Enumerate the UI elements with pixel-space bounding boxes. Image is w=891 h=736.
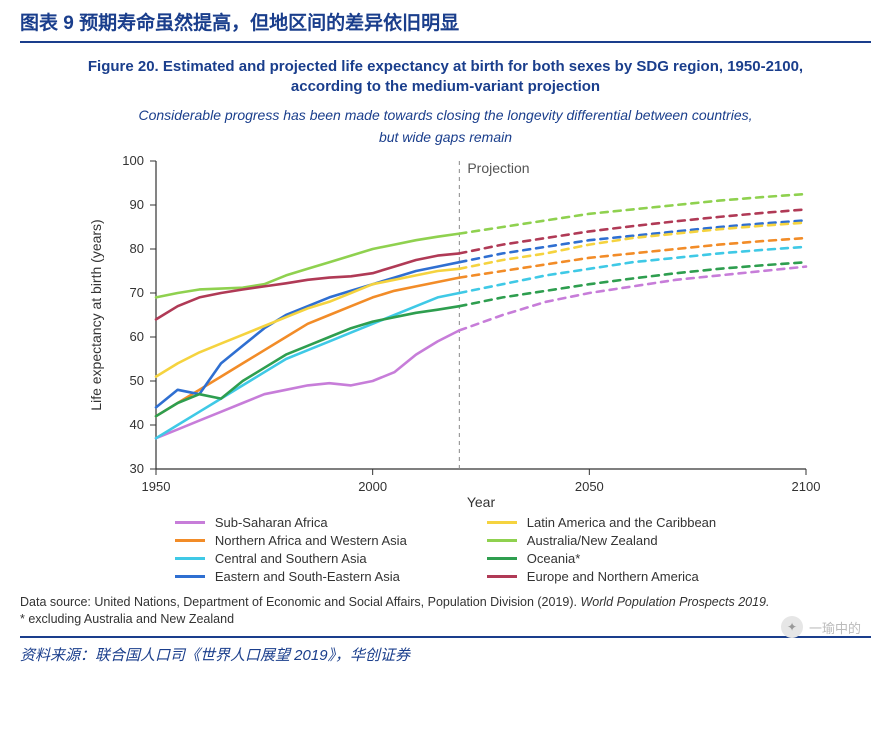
svg-text:2050: 2050 bbox=[574, 479, 603, 494]
svg-text:70: 70 bbox=[129, 285, 143, 300]
legend-swatch bbox=[175, 521, 205, 524]
legend-swatch bbox=[175, 575, 205, 578]
legend-item: Sub-Saharan Africa bbox=[175, 515, 407, 530]
legend-swatch bbox=[487, 575, 517, 578]
legend-swatch bbox=[487, 557, 517, 560]
legend-item: Europe and Northern America bbox=[487, 569, 716, 584]
data-source: Data source: United Nations, Department … bbox=[20, 594, 871, 628]
legend-item: Australia/New Zealand bbox=[487, 533, 716, 548]
legend-col-right: Latin America and the Caribbean Australia… bbox=[487, 515, 716, 584]
legend-item: Eastern and South-Eastern Asia bbox=[175, 569, 407, 584]
data-source-note: * excluding Australia and New Zealand bbox=[20, 612, 234, 626]
divider: ✦ 一瑜中的 bbox=[20, 636, 871, 638]
svg-text:1950: 1950 bbox=[141, 479, 170, 494]
legend-swatch bbox=[487, 539, 517, 542]
legend-swatch bbox=[487, 521, 517, 524]
svg-text:90: 90 bbox=[129, 197, 143, 212]
life-expectancy-chart: 30 40 50 60 70 80 90 100 1950 2000 2050 2100 Project… bbox=[66, 151, 826, 511]
legend-label: Eastern and South-Eastern Asia bbox=[215, 569, 400, 584]
svg-text:2000: 2000 bbox=[358, 479, 387, 494]
svg-text:100: 100 bbox=[122, 153, 144, 168]
svg-text:Life expectancy at birth (year: Life expectancy at birth (years) bbox=[88, 220, 104, 411]
cn-chart-title: 图表 9 预期寿命虽然提高，但地区间的差异依旧明显 bbox=[20, 0, 871, 43]
legend-label: Europe and Northern America bbox=[527, 569, 699, 584]
legend-item: Central and Southern Asia bbox=[175, 551, 407, 566]
legend-col-left: Sub-Saharan Africa Northern Africa and We… bbox=[175, 515, 407, 584]
svg-text:2100: 2100 bbox=[791, 479, 820, 494]
legend-item: Northern Africa and Western Asia bbox=[175, 533, 407, 548]
figure-title: Figure 20. Estimated and projected life … bbox=[80, 57, 811, 98]
watermark-text: 一瑜中的 bbox=[809, 618, 861, 637]
legend-label: Sub-Saharan Africa bbox=[215, 515, 328, 530]
legend-label: Latin America and the Caribbean bbox=[527, 515, 716, 530]
figure-subtitle-2: but wide gaps remain bbox=[80, 128, 811, 147]
svg-text:30: 30 bbox=[129, 461, 143, 476]
legend-label: Australia/New Zealand bbox=[527, 533, 658, 548]
svg-text:Projection: Projection bbox=[467, 160, 529, 176]
data-source-text: Data source: United Nations, Department … bbox=[20, 595, 580, 609]
svg-text:60: 60 bbox=[129, 329, 143, 344]
cn-source: 资料来源：联合国人口司《世界人口展望 2019》，华创证券 bbox=[20, 638, 871, 665]
chart-legend: Sub-Saharan Africa Northern Africa and We… bbox=[20, 515, 871, 584]
watermark: ✦ 一瑜中的 bbox=[781, 616, 861, 638]
svg-text:80: 80 bbox=[129, 241, 143, 256]
legend-label: Central and Southern Asia bbox=[215, 551, 367, 566]
legend-swatch bbox=[175, 539, 205, 542]
svg-text:50: 50 bbox=[129, 373, 143, 388]
data-source-doc: World Population Prospects 2019. bbox=[580, 595, 769, 609]
svg-text:40: 40 bbox=[129, 417, 143, 432]
svg-text:Year: Year bbox=[466, 494, 495, 510]
legend-item: Latin America and the Caribbean bbox=[487, 515, 716, 530]
legend-label: Northern Africa and Western Asia bbox=[215, 533, 407, 548]
legend-label: Oceania* bbox=[527, 551, 580, 566]
legend-swatch bbox=[175, 557, 205, 560]
legend-item: Oceania* bbox=[487, 551, 716, 566]
figure-subtitle-1: Considerable progress has been made towa… bbox=[80, 106, 811, 125]
wechat-icon: ✦ bbox=[781, 616, 803, 638]
